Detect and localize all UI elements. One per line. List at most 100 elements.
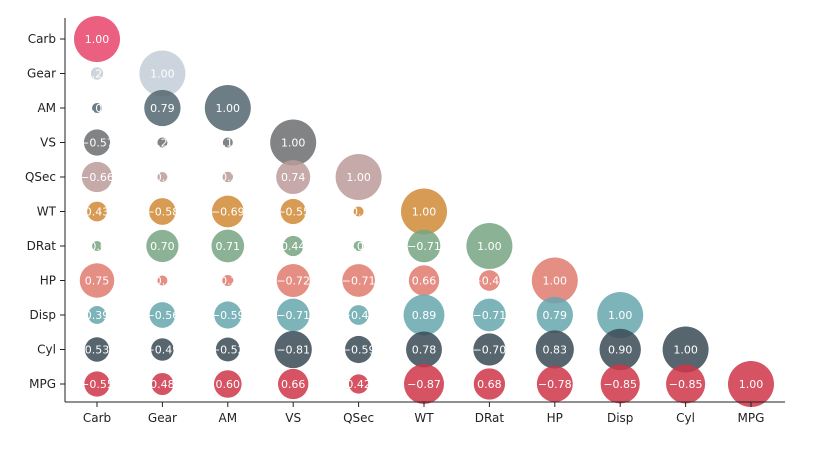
bubble-label-am-carb: 0.06 <box>85 102 110 115</box>
x-tick-label-qsec: QSec <box>343 411 374 425</box>
bubble-am-gear <box>144 89 181 127</box>
bubble-mpg-carb <box>84 371 110 397</box>
bubble-label-qsec-qsec: 1.00 <box>346 171 371 184</box>
bubble-wt-carb <box>87 201 107 222</box>
bubble-label-wt-gear: −0.58 <box>146 206 180 219</box>
bubble-cyl-gear <box>151 338 174 361</box>
bubble-label-disp-carb: 0.39 <box>85 309 110 322</box>
bubble-hp-hp <box>531 257 578 304</box>
bubble-cyl-qsec <box>345 335 373 364</box>
bubble-label-am-gear: 0.79 <box>150 102 175 115</box>
bubble-label-drat-carb: −0.09 <box>80 240 114 253</box>
bubble-label-disp-qsec: −0.43 <box>342 309 376 322</box>
bubble-cyl-carb <box>84 337 110 362</box>
bubble-label-disp-am: −0.59 <box>211 309 245 322</box>
y-tick-label-cyl: Cyl <box>37 343 56 357</box>
bubble-label-hp-am: −0.24 <box>211 275 245 288</box>
bubble-label-hp-drat: −0.45 <box>473 275 507 288</box>
x-tick-label-disp: Disp <box>607 411 633 425</box>
bubble-label-wt-qsec: −0.17 <box>342 206 376 219</box>
y-tick-label-qsec: QSec <box>25 170 56 184</box>
bubble-disp-am <box>214 301 242 329</box>
y-tick-label-am: AM <box>37 101 56 115</box>
bubble-label-qsec-carb: −0.66 <box>80 171 114 184</box>
bubble-label-mpg-qsec: 0.42 <box>346 378 371 391</box>
bubble-label-gear-gear: 1.00 <box>150 68 175 81</box>
bubble-label-cyl-vs: −0.81 <box>276 344 310 357</box>
bubble-gear-gear <box>139 50 186 97</box>
bubble-disp-drat <box>473 298 506 332</box>
bubble-label-cyl-cyl: 1.00 <box>673 344 698 357</box>
bubble-label-disp-vs: −0.71 <box>276 309 310 322</box>
bubble-mpg-drat <box>473 368 506 400</box>
bubble-label-hp-vs: −0.72 <box>276 275 310 288</box>
bubble-label-mpg-gear: 0.48 <box>150 378 175 391</box>
bubble-label-cyl-am: −0.52 <box>211 344 245 357</box>
x-tick-label-mpg: MPG <box>738 411 765 425</box>
bubble-label-drat-drat: 1.00 <box>477 240 502 253</box>
bubble-am-am <box>204 85 251 131</box>
bubble-label-drat-vs: 0.44 <box>281 240 306 253</box>
bubble-label-hp-hp: 1.00 <box>543 275 568 288</box>
bubble-cyl-vs <box>274 330 312 369</box>
bubble-layer: 1.00 0.27 1.00 0.06 0.79 1.00 −0.57 0.21 0.17 1.0… <box>74 16 774 407</box>
bubble-disp-wt <box>403 294 445 336</box>
bubble-qsec-gear <box>157 172 168 182</box>
bubble-label-drat-am: 0.71 <box>216 240 241 253</box>
bubble-am-carb <box>92 103 102 113</box>
bubble-label-hp-gear: −0.13 <box>146 275 180 288</box>
bubble-disp-hp <box>536 296 573 334</box>
bubble-label-wt-am: −0.69 <box>211 206 245 219</box>
bubble-label-disp-disp: 1.00 <box>608 309 633 322</box>
bubble-vs-vs <box>270 119 317 166</box>
bubble-label-cyl-disp: 0.90 <box>608 344 633 357</box>
bubble-label-hp-carb: 0.75 <box>85 275 110 288</box>
bubble-drat-am <box>211 229 245 263</box>
bubble-drat-wt <box>407 229 441 263</box>
bubble-label-cyl-hp: 0.83 <box>543 344 568 357</box>
x-tick-label-vs: VS <box>285 411 301 425</box>
bubble-label-cyl-carb: 0.53 <box>85 344 110 357</box>
bubble-cyl-wt <box>406 331 442 368</box>
bubble-label-wt-wt: 1.00 <box>412 206 437 219</box>
bubble-disp-carb <box>88 306 106 324</box>
bubble-drat-carb <box>92 241 102 251</box>
bubble-label-drat-qsec: 0.09 <box>346 240 371 253</box>
bubble-label-vs-gear: 0.21 <box>150 137 175 150</box>
bubble-mpg-vs <box>278 368 309 400</box>
x-tick-label-cyl: Cyl <box>676 411 695 425</box>
bubble-gear-carb <box>90 67 104 80</box>
y-tick-label-hp: HP <box>40 274 56 288</box>
bubble-label-mpg-am: 0.60 <box>216 378 241 391</box>
bubble-wt-gear <box>149 198 176 225</box>
bubble-mpg-hp <box>536 366 573 402</box>
bubble-disp-disp <box>597 292 644 338</box>
bubble-label-disp-wt: 0.89 <box>412 309 437 322</box>
bubble-label-qsec-am: −0.23 <box>211 171 245 184</box>
axes-layer: Carb Gear AM VS QSec WT DRat HP Disp Cyl MPG Carb Ge… <box>25 18 785 425</box>
bubble-label-disp-hp: 0.79 <box>543 309 568 322</box>
bubble-cyl-hp <box>535 330 574 369</box>
bubble-label-mpg-cyl: −0.85 <box>669 378 703 391</box>
bubble-label-am-am: 1.00 <box>216 102 241 115</box>
bubble-wt-wt <box>401 188 447 235</box>
bubble-cyl-am <box>215 337 240 362</box>
bubble-label-mpg-mpg: 1.00 <box>739 378 764 391</box>
bubble-qsec-am <box>222 171 234 183</box>
bubble-drat-gear <box>146 229 179 263</box>
bubble-carb-carb <box>74 16 120 62</box>
bubble-mpg-wt <box>403 363 445 405</box>
bubble-vs-carb <box>83 129 111 156</box>
bubble-label-cyl-drat: −0.70 <box>473 344 507 357</box>
bubble-label-mpg-drat: 0.68 <box>477 378 502 391</box>
bubble-label-disp-gear: −0.56 <box>146 309 180 322</box>
x-tick-label-wt: WT <box>414 411 434 425</box>
x-tick-label-carb: Carb <box>83 411 111 425</box>
bubble-label-mpg-hp: −0.78 <box>538 378 572 391</box>
bubble-mpg-am <box>214 370 242 398</box>
bubble-mpg-mpg <box>728 361 774 407</box>
x-tick-label-am: AM <box>219 411 238 425</box>
bubble-mpg-gear <box>151 372 174 396</box>
